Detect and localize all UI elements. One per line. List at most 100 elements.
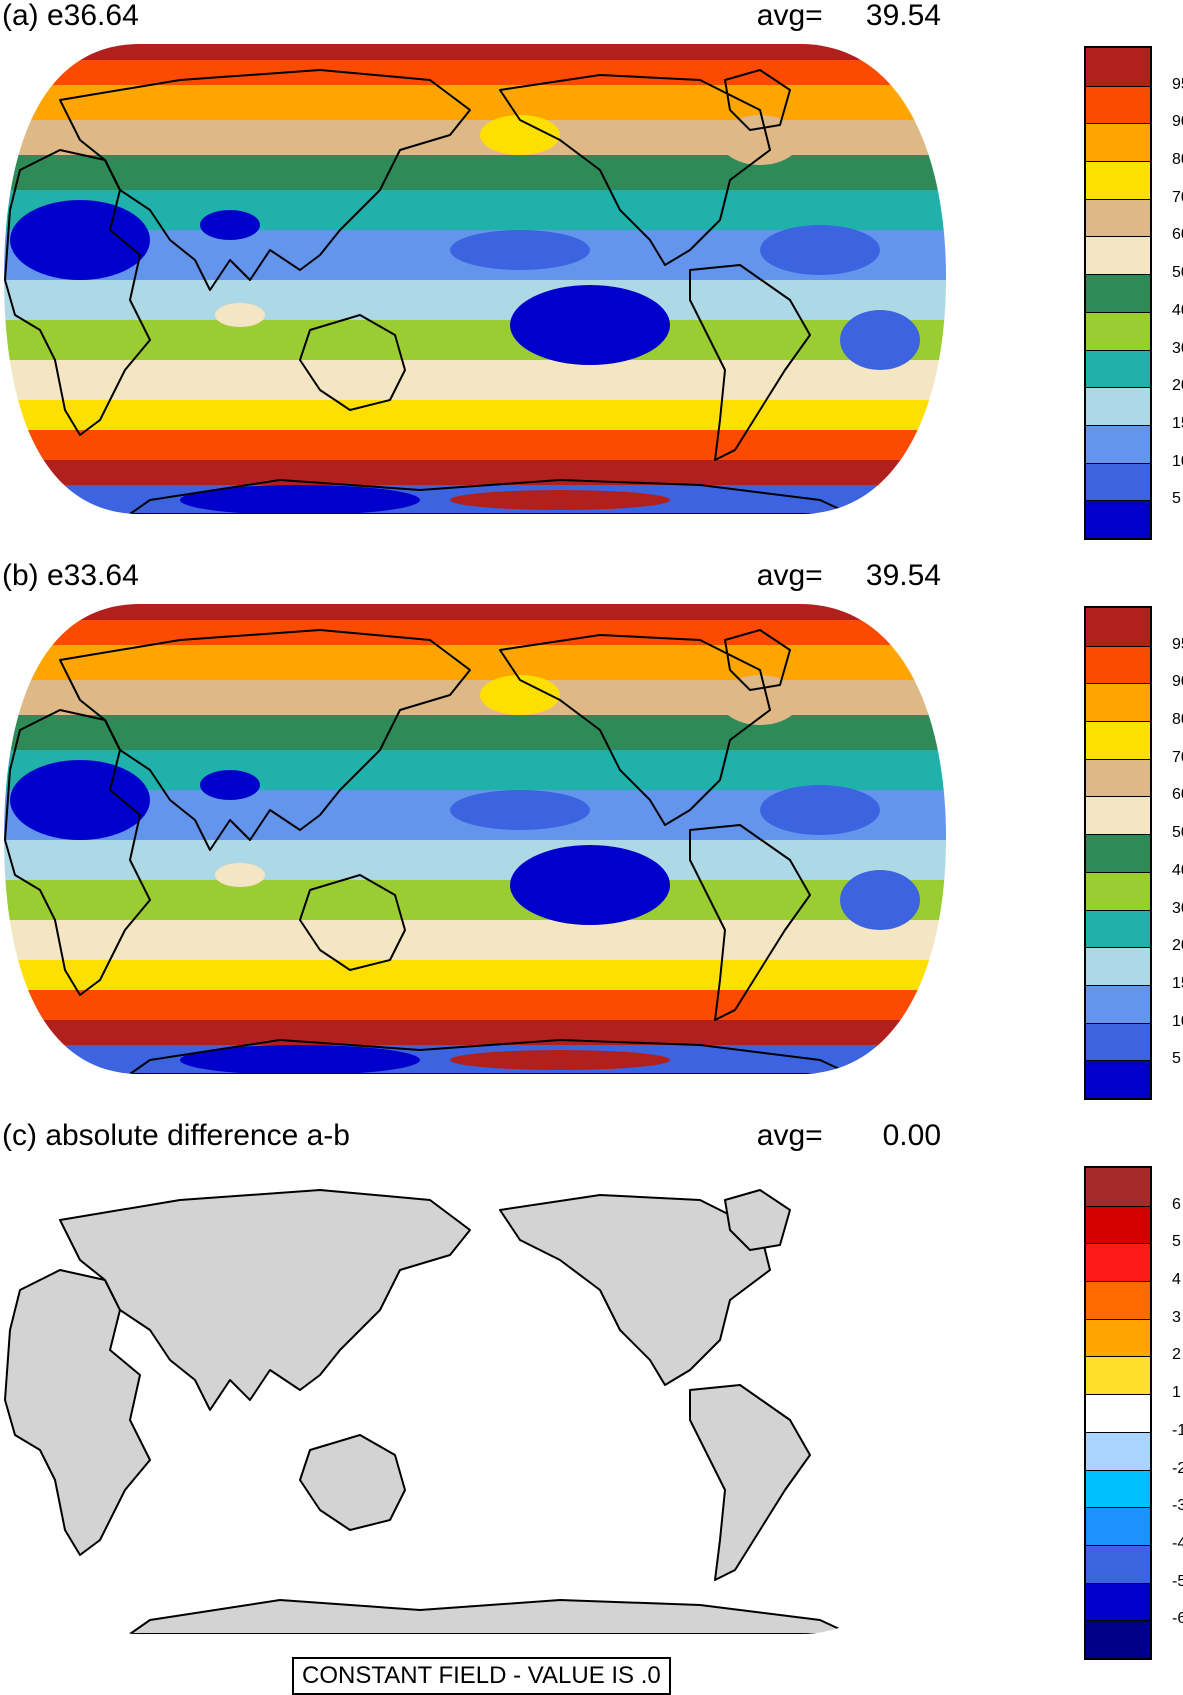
colorbar: 95 90 80 70 60 50 40 30 20 15 10 5 [1084, 606, 1183, 1100]
colorbar-swatch [1086, 424, 1150, 463]
colorbar-tick-label: 40 [1172, 861, 1183, 879]
field-region [450, 790, 590, 830]
coastline [59, 629, 471, 851]
field-band [4, 190, 946, 230]
field-region [215, 863, 265, 887]
colorbar-box [1084, 46, 1152, 540]
colorbar-swatch [1086, 683, 1150, 722]
coastline [499, 634, 771, 826]
field-region [480, 675, 560, 715]
colorbar-tick-label: 70 [1172, 748, 1183, 766]
coastline [689, 1384, 811, 1581]
colorbar-swatch [1086, 387, 1150, 425]
colorbar-tick-label: 95 [1172, 635, 1183, 653]
colorbar-tick-label: 20 [1172, 937, 1183, 955]
coastline [129, 479, 851, 514]
colorbar-tick-label: 3 [1172, 1308, 1181, 1326]
field-region [200, 770, 260, 800]
field-band [4, 840, 946, 880]
field-region [720, 115, 800, 165]
colorbar-swatch [1086, 909, 1150, 948]
colorbar-swatch [1086, 1544, 1150, 1583]
avg-value: 39.54 [865, 559, 941, 592]
colorbar-swatch [1086, 1060, 1150, 1098]
field-band [4, 960, 946, 990]
avg-value: 39.54 [865, 0, 941, 32]
field-band [4, 1020, 946, 1045]
colorbar: 6 5 4 3 2 1 -1 -2 -3 -4 -5 -6 [1084, 1166, 1183, 1660]
colorbar-swatch [1086, 796, 1150, 835]
colorbar-tick-label: 30 [1172, 899, 1183, 917]
colorbar-tick-label: 5 [1172, 1050, 1181, 1068]
coastline [724, 1189, 791, 1251]
panel-c: (c) absolute difference a-b avg= 0.00 6 5… [0, 1119, 1183, 1695]
colorbar-tick-label: 4 [1172, 1271, 1181, 1289]
coastline [499, 74, 771, 266]
colorbar-tick-label: 30 [1172, 339, 1183, 357]
panel-title: (a) e36.64 [2, 0, 139, 32]
panel-a: (a) e36.64 avg= 39.54 95 90 80 70 60 50 40 30 20… [0, 0, 1183, 560]
colorbar-tick-label: 1 [1172, 1384, 1181, 1402]
colorbar-swatch [1086, 608, 1150, 646]
colorbar-tick-label: 15 [1172, 414, 1183, 432]
colorbar-swatch [1086, 1507, 1150, 1545]
colorbar-swatch [1086, 834, 1150, 872]
colorbar-swatch [1086, 1431, 1150, 1470]
colorbar: 95 90 80 70 60 50 40 30 20 15 10 5 [1084, 46, 1183, 540]
difference-field [4, 1164, 946, 1634]
colorbar-swatch [1086, 1243, 1150, 1282]
colorbar-tick-label: 80 [1172, 151, 1183, 169]
colorbar-tick-label: 10 [1172, 452, 1183, 470]
field-band [4, 430, 946, 460]
field-band [4, 645, 946, 680]
coastline [499, 1194, 771, 1386]
field-region [510, 845, 670, 925]
coastline [689, 264, 811, 461]
colorbar-swatch [1086, 1318, 1150, 1357]
colorbar-swatch [1086, 947, 1150, 985]
field-band [4, 620, 946, 645]
colorbar-tick-label: 10 [1172, 1012, 1183, 1030]
colorbar-tick-label: 2 [1172, 1346, 1181, 1364]
colorbar-swatch [1086, 85, 1150, 124]
colorbar-swatch [1086, 645, 1150, 684]
field-region [720, 675, 800, 725]
colorbar-tick-label: 60 [1172, 786, 1183, 804]
field-region [840, 310, 920, 370]
avg-label: avg= [756, 0, 823, 32]
constant-field-label: CONSTANT FIELD - VALUE IS .0 [292, 1657, 671, 1695]
field-band [4, 280, 946, 320]
field-region [450, 1050, 670, 1070]
colorbar-swatch [1086, 871, 1150, 910]
panel-average: avg= 39.54 [757, 558, 941, 594]
coastline [724, 629, 791, 691]
colorbar-swatch [1086, 1620, 1150, 1658]
colorbar-swatch [1086, 1582, 1150, 1621]
panel-b: (b) e33.64 avg= 39.54 95 90 80 70 60 50 40 30 20… [0, 558, 1183, 1120]
colorbar-tick-label: 60 [1172, 226, 1183, 244]
coastline [299, 874, 406, 971]
colorbar-tick-label: 40 [1172, 301, 1183, 319]
colorbar-swatch [1086, 462, 1150, 501]
coastline [59, 1189, 471, 1411]
colorbar-swatch [1086, 1205, 1150, 1244]
colorbar-swatch [1086, 123, 1150, 162]
colorbar-tick-label: 80 [1172, 711, 1183, 729]
field-region [10, 200, 150, 280]
field-band [4, 155, 946, 190]
colorbar-swatch [1086, 500, 1150, 538]
field-region [760, 785, 880, 835]
colorbar-tick-label: 5 [1172, 1233, 1181, 1251]
colorbar-swatch [1086, 311, 1150, 350]
panel-title: (b) e33.64 [2, 559, 139, 592]
field-band [4, 750, 946, 790]
colorbar-tick-label: -2 [1172, 1459, 1183, 1477]
field-band [4, 715, 946, 750]
cloud-field [4, 44, 946, 514]
colorbar-tick-label: 50 [1172, 264, 1183, 282]
colorbar-tick-label: -6 [1172, 1610, 1183, 1628]
colorbar-swatch [1086, 48, 1150, 86]
colorbar-tick-label: -4 [1172, 1534, 1183, 1552]
avg-label: avg= [756, 1119, 823, 1152]
colorbar-swatch [1086, 1356, 1150, 1395]
